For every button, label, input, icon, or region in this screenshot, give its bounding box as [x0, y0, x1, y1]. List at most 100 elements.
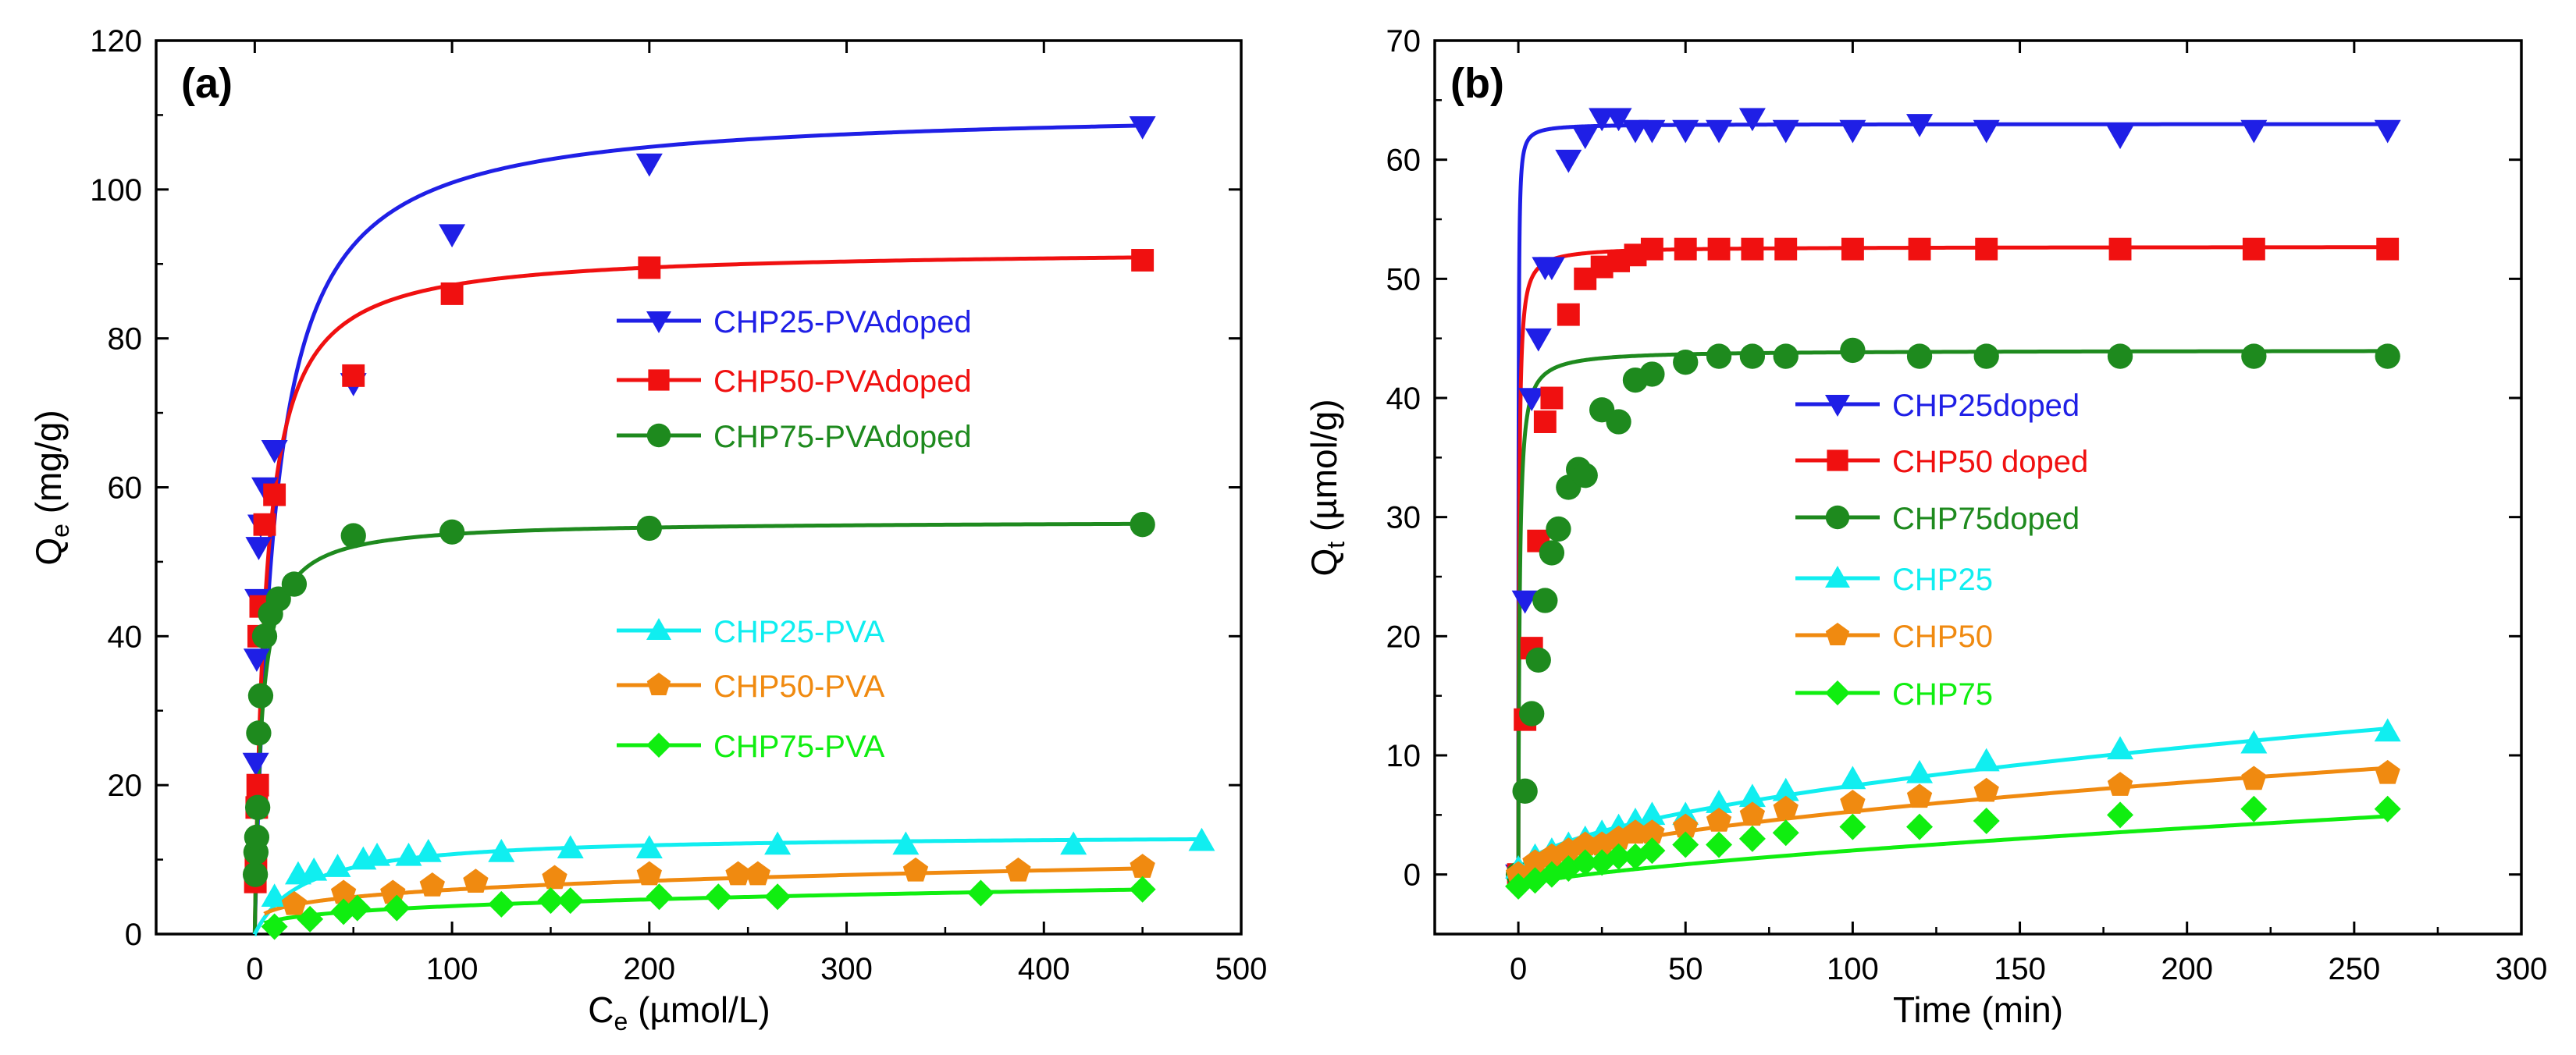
data-point-chp75-pvadoped: [281, 571, 308, 597]
data-point-chp25-pvadoped: [245, 537, 272, 560]
data-point-chp75: [1738, 825, 1766, 852]
data-point-chp50: [1906, 783, 1933, 808]
data-point-chp25: [1973, 748, 2000, 772]
data-point-chp25-pva: [364, 842, 391, 866]
data-point-chp50: [1973, 777, 1999, 802]
legend-label: CHP25doped: [1892, 389, 2080, 423]
data-point-chp25: [1772, 777, 1799, 801]
legend-marker: [1825, 395, 1850, 417]
data-point-chp75-pvadoped: [251, 623, 278, 649]
legend-label: CHP75: [1892, 677, 1993, 712]
legend-label: CHP75doped: [1892, 502, 2080, 536]
data-point-chp25-pvadoped: [439, 224, 466, 248]
data-point-chp25doped: [1621, 119, 1649, 144]
fit-line-chp75doped: [1516, 349, 2388, 875]
y-tick-label: 20: [108, 769, 143, 803]
legend-label: CHP25-PVA: [713, 615, 885, 649]
data-point-chp75-pva: [383, 894, 411, 922]
y-tick-label: 50: [1386, 262, 1421, 297]
data-point-chp75: [1605, 843, 1632, 870]
data-point-chp25-pva: [261, 883, 288, 908]
x-tick-label: 400: [1018, 952, 1070, 986]
y-tick-label: 80: [108, 322, 143, 357]
x-tick-label: 150: [1994, 952, 2046, 986]
data-point-chp75-pva: [343, 894, 371, 922]
data-point-chp75doped: [1639, 361, 1665, 387]
data-point-chp75: [1839, 813, 1866, 840]
data-point-chp75-pva: [705, 883, 732, 911]
data-point-chp50-doped: [1841, 237, 1864, 261]
data-point-chp50: [1639, 819, 1665, 844]
data-point-chp75doped: [1739, 343, 1766, 369]
data-point-chp75-pva: [967, 879, 994, 907]
panel-label: (b): [1450, 60, 1504, 107]
data-point-chp25-pvadoped: [243, 648, 270, 672]
y-tick-label: 30: [1386, 501, 1421, 535]
x-tick-label: 300: [820, 952, 873, 986]
panel-label: (a): [181, 60, 233, 107]
data-point-chp75-pva: [488, 890, 515, 918]
data-point-chp75: [1571, 849, 1599, 876]
data-point-chp25doped: [1605, 108, 1632, 132]
y-tick-label: 10: [1386, 739, 1421, 773]
data-point-chp25-pva: [488, 839, 515, 862]
y-tick-label: 100: [90, 173, 142, 208]
data-point-chp50-pvadoped: [246, 773, 269, 797]
x-axis-label: Time (min): [1893, 989, 2063, 1030]
data-point-chp50-pva: [1005, 857, 1031, 882]
data-point-chp50-doped: [1707, 237, 1731, 261]
data-point-chp75-pvadoped: [1130, 512, 1155, 538]
legend-label: CHP25: [1892, 563, 1993, 597]
data-point-chp25: [1638, 801, 1666, 826]
data-point-chp50-pvadoped: [253, 513, 276, 536]
data-point-chp50-pva: [1130, 854, 1155, 878]
data-point-chp50: [2241, 765, 2267, 790]
legend-label: CHP50-PVAdoped: [713, 364, 972, 399]
data-point-chp75-pvadoped: [636, 515, 662, 542]
fit-line-chp50-pvadoped: [252, 255, 1143, 935]
data-point-chp75: [1638, 837, 1666, 865]
x-tick-label: 0: [1510, 952, 1527, 986]
data-point-chp25-pva: [301, 857, 328, 881]
x-tick-label: 200: [623, 952, 675, 986]
data-point-chp75-pva: [764, 883, 792, 911]
y-tick-label: 0: [1404, 858, 1421, 893]
y-tick-label: 20: [1386, 620, 1421, 654]
data-point-chp25-pva: [1188, 827, 1215, 851]
data-point-chp75doped: [1673, 350, 1699, 375]
data-point-chp75-pvadoped: [439, 519, 465, 545]
x-tick-label: 250: [2328, 952, 2380, 986]
legend-label: CHP50-PVA: [713, 670, 885, 704]
data-point-chp50-pva: [330, 879, 357, 904]
data-point-chp25-pva: [395, 842, 422, 866]
data-point-chp25doped: [1589, 108, 1616, 132]
data-point-chp50-pva: [463, 869, 489, 893]
data-point-chp25doped: [1538, 257, 1565, 281]
y-axis-label: Qe (mg/g): [28, 410, 74, 565]
x-axis-label: Ce (µmol/L): [588, 989, 770, 1035]
data-point-chp75: [1906, 813, 1934, 840]
data-point-chp50-pva: [419, 872, 445, 897]
data-point-chp25doped: [1772, 119, 1799, 144]
data-point-chp50-doped: [1908, 237, 1931, 261]
data-point-chp50: [2107, 772, 2133, 796]
data-point-chp75doped: [2375, 343, 2400, 369]
data-point-chp25doped: [1672, 119, 1699, 144]
y-tick-label: 0: [125, 918, 142, 952]
data-point-chp75doped: [2107, 343, 2133, 369]
data-point-chp75doped: [1706, 343, 1732, 369]
data-point-chp25-pva: [892, 831, 920, 855]
y-tick-label: 40: [108, 620, 143, 654]
data-point-chp50-doped: [1774, 237, 1798, 261]
data-point-chp75: [2240, 795, 2268, 822]
data-point-chp75doped: [1539, 540, 1565, 566]
data-point-chp75doped: [1525, 647, 1551, 673]
y-axis-label: Qt (µmol/g): [1304, 399, 1350, 576]
data-point-chp75doped: [2241, 343, 2267, 369]
data-point-chp50-doped: [2108, 237, 2132, 261]
legend-marker: [1825, 623, 1850, 645]
data-point-chp50-doped: [2376, 237, 2400, 261]
data-point-chp75-pva: [557, 887, 584, 915]
data-point-chp25-pvadoped: [1129, 115, 1156, 140]
data-point-chp75-pva: [1129, 876, 1156, 903]
